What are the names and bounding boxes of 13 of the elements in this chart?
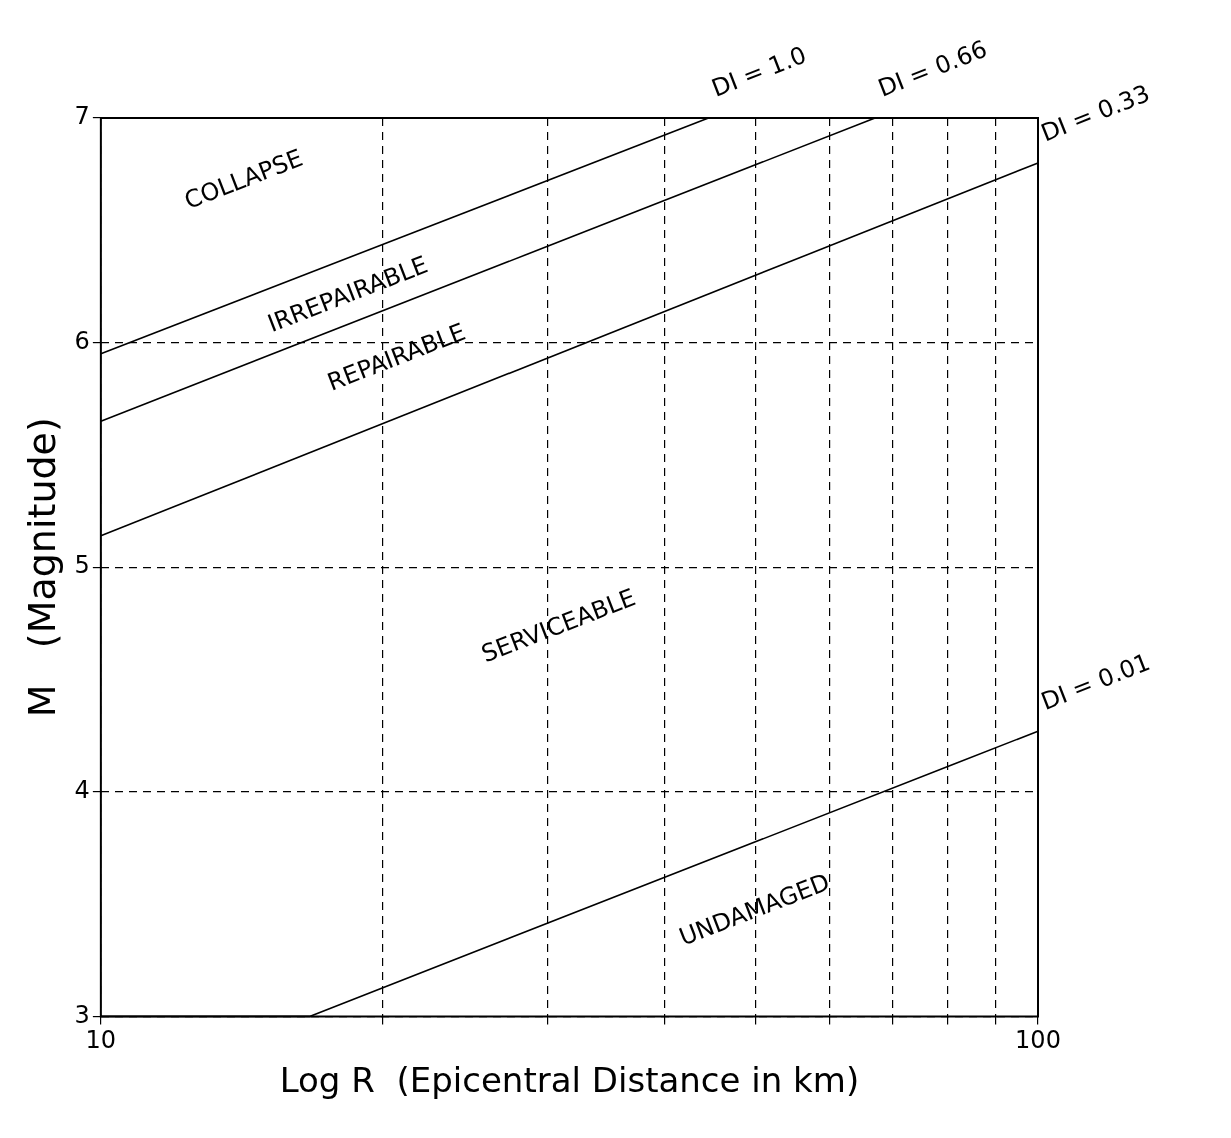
y-tick-label: 7: [74, 102, 90, 131]
text: DI = 0.33: [1037, 79, 1154, 148]
y-tick-label: 5: [74, 551, 90, 580]
y-tick-label: 6: [74, 326, 90, 355]
y-tick-label: 4: [74, 776, 90, 805]
x-axis-title: Log R (Epicentral Distance in km): [279, 1060, 860, 1101]
text: DI = 0.66: [874, 34, 991, 103]
x-tick-label: 100: [1015, 1026, 1061, 1055]
y-tick-label: 3: [74, 1000, 90, 1029]
text: DI = 0.01: [1037, 647, 1154, 716]
text: DI = 1.0: [707, 40, 811, 103]
x-tick-label: 10: [85, 1026, 117, 1055]
y-axis-title: M (Magnitude): [19, 417, 64, 718]
